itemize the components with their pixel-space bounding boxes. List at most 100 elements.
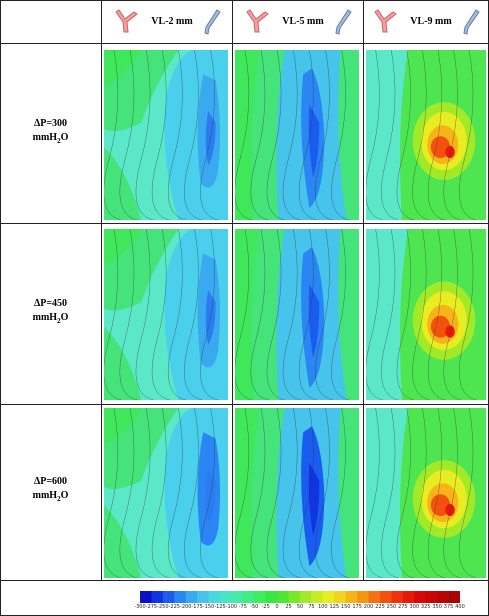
- colorbar-swatch: [402, 591, 415, 603]
- column-label: VL-9 mm: [410, 16, 452, 27]
- colorbar-tick-label: -100: [225, 604, 238, 610]
- colorbar-tick-label: -250: [157, 604, 169, 610]
- contour-image: [104, 408, 228, 578]
- contour-image: [366, 50, 486, 220]
- colorbar-swatches: [140, 591, 461, 603]
- contour-image: [235, 229, 359, 400]
- unit-sub: 2: [57, 137, 61, 145]
- colorbar-swatch: [265, 591, 278, 603]
- colorbar: [140, 590, 461, 608]
- unit-sub: 2: [57, 317, 61, 325]
- grid-line: [0, 580, 489, 581]
- row-label-unit: mmH2O: [0, 489, 101, 506]
- colorbar-swatch: [197, 591, 209, 603]
- grid-line: [232, 0, 233, 580]
- colorbar-swatch: [140, 591, 152, 603]
- colorbar-swatch: [368, 591, 381, 603]
- colorbar-tick-label: 50: [296, 604, 304, 610]
- right-vane-icon: [335, 8, 352, 35]
- colorbar-tick-label: -50: [250, 604, 259, 610]
- colorbar-tick-label: 75: [308, 604, 315, 610]
- unit-main: mmH: [32, 312, 58, 323]
- colorbar-swatch: [334, 591, 347, 603]
- contour-map: [235, 408, 359, 578]
- colorbar-tick-label: 25: [285, 604, 292, 610]
- colorbar-swatch: [425, 591, 438, 603]
- contour-image: [366, 408, 486, 578]
- unit-main: mmH: [32, 490, 58, 501]
- colorbar-tick-label: 375: [443, 604, 454, 610]
- colorbar-tick-label: 125: [329, 604, 340, 610]
- grid-line: [0, 0, 1, 616]
- colorbar-tick-label: -25: [261, 604, 270, 610]
- colorbar-tick-label: -300: [134, 604, 146, 610]
- colorbar-swatch: [185, 591, 198, 603]
- contour-map: [235, 229, 359, 400]
- grid-line: [0, 404, 489, 405]
- colorbar-swatch: [380, 591, 392, 603]
- row-label-line1: ΔP=300: [33, 118, 68, 129]
- colorbar-swatch: [208, 591, 221, 603]
- colorbar-swatch: [311, 591, 324, 603]
- colorbar-swatch: [414, 591, 427, 603]
- left-vane-icon: [374, 8, 398, 32]
- colorbar-swatch: [345, 591, 358, 603]
- unit-main: mmH: [32, 132, 58, 143]
- colorbar-tick-label: 150: [340, 604, 351, 610]
- contour-image: [235, 50, 359, 220]
- colorbar-swatch: [242, 591, 255, 603]
- contour-map: [235, 50, 359, 220]
- unit-sub: 2: [57, 495, 61, 503]
- colorbar-tick-label: -75: [238, 604, 247, 610]
- colorbar-tick-label: 100: [318, 604, 328, 610]
- colorbar-swatch: [277, 591, 289, 603]
- row-label-unit: mmH2O: [0, 311, 101, 328]
- grid-line: [0, 43, 489, 44]
- row-label-300: ΔP=300 mmH2O: [0, 117, 101, 148]
- colorbar-tick-label: -225: [168, 604, 180, 610]
- contour-image: [104, 50, 228, 220]
- grid-line: [0, 0, 489, 1]
- colorbar-tick-label: 300: [409, 604, 420, 610]
- unit-tail: O: [60, 490, 69, 501]
- colorbar-swatch: [254, 591, 267, 603]
- colorbar-tick-label: 250: [386, 604, 397, 610]
- left-vane-icon: [246, 8, 270, 32]
- colorbar-tick-label: 275: [398, 604, 408, 610]
- row-label-unit: mmH2O: [0, 131, 101, 148]
- colorbar-swatch: [174, 591, 187, 603]
- colorbar-tick-label: 225: [375, 604, 385, 610]
- colorbar-tick-label: -150: [202, 604, 215, 610]
- colorbar-tick-label: -175: [191, 604, 203, 610]
- colorbar-tick-label: -275: [145, 604, 158, 610]
- contour-map: [104, 408, 228, 578]
- grid-line: [101, 0, 102, 580]
- colorbar-swatch: [231, 591, 244, 603]
- colorbar-tick-label: 350: [432, 604, 442, 610]
- grid-line: [363, 0, 364, 580]
- row-label-line1: ΔP=450: [33, 298, 68, 309]
- unit-tail: O: [60, 132, 69, 143]
- colorbar-tick-label: 200: [363, 604, 374, 610]
- colorbar-swatch: [437, 591, 449, 603]
- column-header-vl9: VL-9 mm: [364, 0, 488, 43]
- colorbar-tick-label: -200: [180, 604, 192, 610]
- right-vane-icon: [463, 8, 480, 35]
- row-label-450: ΔP=450 mmH2O: [0, 297, 101, 328]
- colorbar-tick-label: 175: [352, 604, 362, 610]
- column-header-vl2: VL-2 mm: [102, 0, 232, 43]
- colorbar-tick-label: 325: [420, 604, 431, 610]
- contour-map: [366, 229, 486, 400]
- colorbar-ticks: -300 -275 -250 -225 -200 -175 -150 -125 -100 -75-…: [134, 604, 464, 614]
- contour-image: [366, 229, 486, 400]
- grid-line: [0, 223, 489, 224]
- colorbar-swatch: [288, 591, 301, 603]
- colorbar-swatch: [220, 591, 232, 603]
- contour-map: [366, 408, 486, 578]
- colorbar-swatch: [357, 591, 369, 603]
- colorbar-tick-label: 0: [275, 604, 279, 610]
- right-vane-icon: [204, 8, 221, 35]
- contour-image: [235, 408, 359, 578]
- colorbar-swatch: [300, 591, 312, 603]
